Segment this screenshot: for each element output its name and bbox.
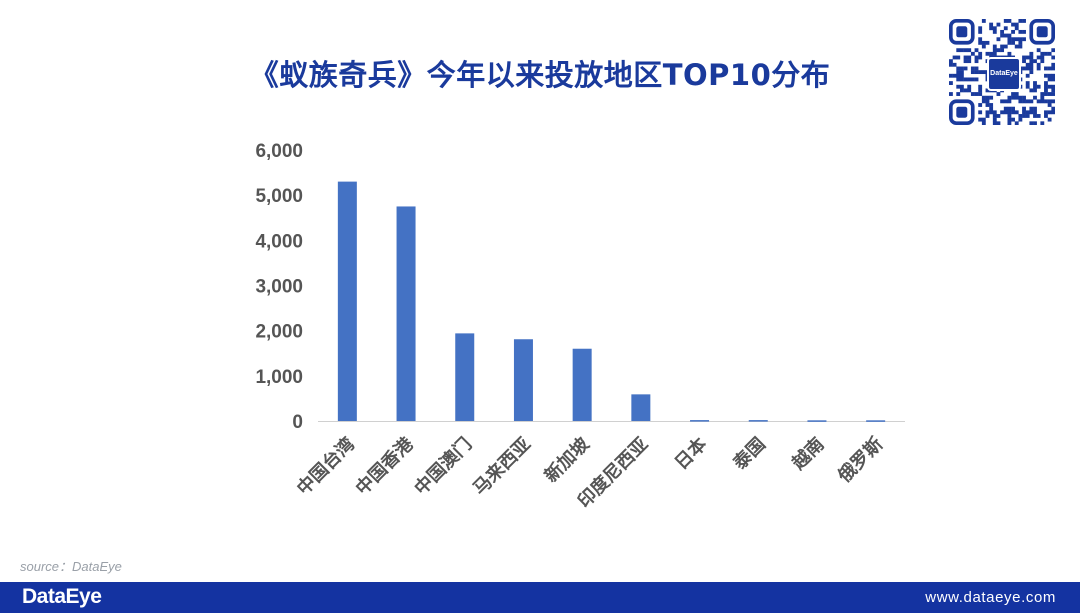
footer-brand-logo: DataEye <box>22 585 102 608</box>
bar <box>690 420 710 422</box>
qr-code: DataEye <box>949 19 1056 126</box>
x-tick-label: 马来西亚 <box>469 434 535 500</box>
y-tick-label: 0 <box>292 412 303 433</box>
x-tick-label: 中国香港 <box>351 432 418 499</box>
bar <box>455 333 475 421</box>
y-tick-label: 4,000 <box>255 231 303 252</box>
bar <box>866 420 886 422</box>
bar <box>631 394 651 421</box>
y-axis: 0 1,000 2,000 3,000 4,000 5,000 6,000 <box>255 141 303 433</box>
footer-website[interactable]: www.dataeye.com <box>925 589 1056 606</box>
bar <box>513 339 533 421</box>
y-tick-label: 3,000 <box>255 277 303 298</box>
y-tick-label: 2,000 <box>255 322 303 343</box>
bar <box>396 206 416 421</box>
x-tick-label: 日本 <box>670 433 711 474</box>
bar <box>572 348 592 421</box>
x-tick-label: 泰国 <box>728 433 770 475</box>
x-tick-label: 越南 <box>787 433 829 475</box>
x-tick-label: 新加坡 <box>540 432 594 486</box>
footer-bar: DataEye www.dataeye.com <box>0 582 1080 613</box>
y-tick-label: 6,000 <box>255 141 303 162</box>
bar-series <box>337 181 886 422</box>
bar <box>807 420 827 422</box>
qr-logo: DataEye <box>987 57 1021 91</box>
y-tick-label: 5,000 <box>255 186 303 207</box>
y-tick-label: 1,000 <box>255 367 303 388</box>
x-tick-label: 中国澳门 <box>410 433 476 499</box>
page-title: 《蚁族奇兵》今年以来投放地区TOP10分布 <box>249 58 831 92</box>
x-tick-label: 俄罗斯 <box>833 433 887 487</box>
source-note: source：DataEye <box>20 559 122 574</box>
bar-chart: 0 1,000 2,000 3,000 4,000 5,000 6,000 中国台湾中国香港… <box>255 141 905 512</box>
bar <box>748 420 768 422</box>
bar <box>337 181 357 421</box>
x-tick-label: 中国台湾 <box>292 433 358 499</box>
